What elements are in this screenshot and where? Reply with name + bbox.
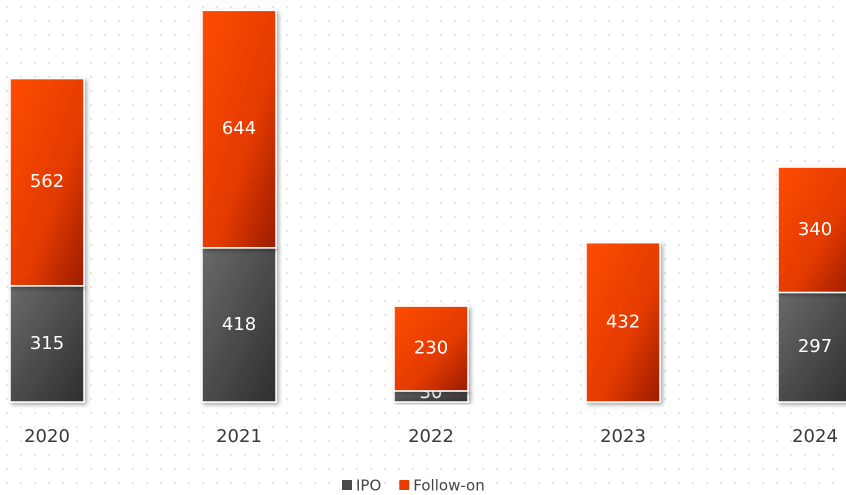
x-tick-label: 2020 — [24, 426, 70, 447]
bar-segment — [201, 9, 277, 249]
value-label: 230 — [414, 338, 448, 359]
bar-segment — [777, 291, 846, 403]
value-label: 315 — [30, 333, 64, 354]
bar-segment — [9, 285, 85, 403]
legend: IPO Follow-on — [342, 477, 485, 495]
x-tick-label: 2024 — [792, 426, 838, 447]
bar-segment — [393, 305, 469, 392]
legend-label: Follow-on — [413, 477, 484, 495]
x-tick-label: 2021 — [216, 426, 262, 447]
value-label: 432 — [606, 311, 640, 332]
value-label: 297 — [798, 336, 832, 357]
value-label: 340 — [798, 219, 832, 240]
legend-label: IPO — [356, 477, 381, 495]
bar-segment — [585, 241, 661, 403]
legend-swatch — [342, 480, 352, 490]
bar-segment — [777, 166, 846, 294]
legend-swatch — [399, 480, 410, 490]
x-tick-label: 2023 — [600, 426, 646, 447]
value-label: 562 — [30, 171, 64, 192]
value-label: 644 — [222, 118, 256, 139]
value-label: 418 — [222, 314, 256, 335]
x-tick-label: 2022 — [408, 426, 454, 447]
plot: 3155622020418644202130230202204322023297… — [9, 9, 846, 447]
bar-segment — [9, 77, 85, 287]
